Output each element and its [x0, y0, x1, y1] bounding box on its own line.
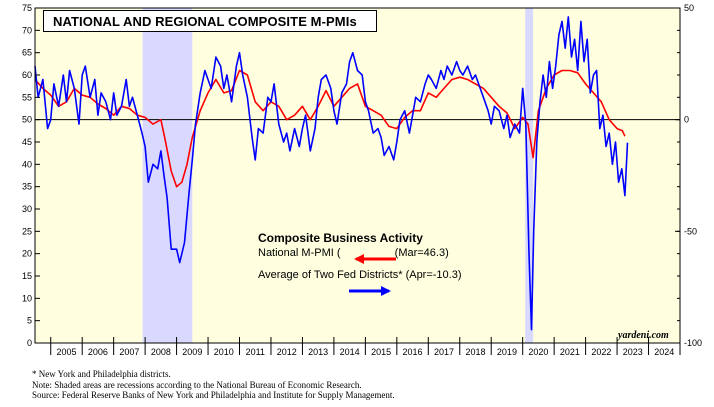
left-tick-label: 75: [22, 3, 32, 13]
left-tick-label: 55: [22, 92, 32, 102]
x-tick-label: 2008: [151, 347, 171, 357]
x-tick-label: 2015: [371, 347, 391, 357]
legend-arrow-fed: [349, 286, 391, 296]
series-line-0: [34, 69, 626, 188]
left-tick-label: 15: [22, 271, 32, 281]
legend-arrows: [349, 254, 396, 296]
left-tick-label: 50: [22, 115, 32, 125]
x-tick-label: 2018: [465, 347, 485, 357]
left-tick-label: 45: [22, 137, 32, 147]
x-tick-label: 2016: [403, 347, 423, 357]
x-tick-label: 2011: [246, 347, 265, 357]
x-tick-label: 2005: [56, 347, 76, 357]
right-tick-label: -50: [684, 226, 697, 236]
series-lines: [34, 16, 629, 331]
recession-band-1: [525, 8, 534, 343]
x-tick-label: 2022: [591, 347, 611, 357]
left-tick-label: 65: [22, 48, 32, 58]
footnote-source: Source: Federal Reserve Banks of New Yor…: [32, 390, 395, 400]
legend-entry-national: National M-PMI ( (Mar=46.3): [258, 247, 449, 259]
right-tick-label: -100: [684, 338, 702, 348]
legend-entry-fed-label: Average of Two Fed Districts*: [258, 269, 403, 281]
legend-arrow-national-head: [354, 254, 364, 264]
left-tick-label: 20: [22, 249, 32, 259]
right-tick-label: 0: [684, 115, 689, 125]
chart-title-box: NATIONAL AND REGIONAL COMPOSITE M-PMIs: [43, 10, 377, 32]
legend-entry-fed: Average of Two Fed Districts* (Apr=-10.3…: [258, 269, 462, 281]
legend-arrow-national: [354, 254, 396, 264]
x-tick-label: 2021: [560, 347, 580, 357]
left-tick-label: 60: [22, 70, 32, 80]
footnote-districts: * New York and Philadelphia districts.: [32, 369, 171, 379]
x-tick-label: 2017: [434, 347, 454, 357]
legend-entry-fed-note: (Apr=-10.3): [405, 269, 462, 281]
x-tick-label: 2014: [340, 347, 360, 357]
left-tick-label: 40: [22, 159, 32, 169]
legend-arrow-fed-head: [381, 286, 391, 296]
x-tick-label: 2023: [623, 347, 643, 357]
axis-ticks: 0 5 10 15 20 25 30 35 40 45 50 55 60 65 70 75 50 0 -50 -100…: [22, 3, 702, 357]
left-tick-label: 30: [22, 204, 32, 214]
left-tick-label: 5: [27, 316, 32, 326]
x-tick-label: 2012: [277, 347, 297, 357]
x-tick-label: 2024: [654, 347, 674, 357]
watermark: yardeni.com: [618, 330, 669, 341]
left-tick-label: 70: [22, 25, 32, 35]
chart-title: NATIONAL AND REGIONAL COMPOSITE M-PMIs: [53, 14, 357, 29]
left-tick-label: 35: [22, 182, 32, 192]
left-tick-label: 25: [22, 226, 32, 236]
x-tick-label: 2013: [308, 347, 328, 357]
series-line-1: [34, 16, 629, 331]
left-tick-label: 10: [22, 293, 32, 303]
right-tick-label: 50: [684, 3, 694, 13]
x-tick-label: 2020: [528, 347, 548, 357]
x-tick-label: 2009: [182, 347, 202, 357]
footnotes: * New York and Philadelphia districts. N…: [32, 369, 395, 401]
footnote-note: Note: Shaded areas are recessions accord…: [32, 379, 362, 390]
x-tick-label: 2007: [119, 347, 139, 357]
legend-entry-national-label: National M-PMI (: [258, 247, 341, 259]
left-tick-label: 0: [27, 338, 32, 348]
legend-title: Composite Business Activity: [258, 231, 423, 245]
plot-frame: [34, 7, 681, 344]
plot-background: [35, 8, 680, 343]
x-tick-label: 2010: [214, 347, 234, 357]
x-tick-label: 2006: [88, 347, 108, 357]
x-tick-label: 2019: [497, 347, 517, 357]
legend-entry-national-note: (Mar=46.3): [394, 247, 449, 259]
